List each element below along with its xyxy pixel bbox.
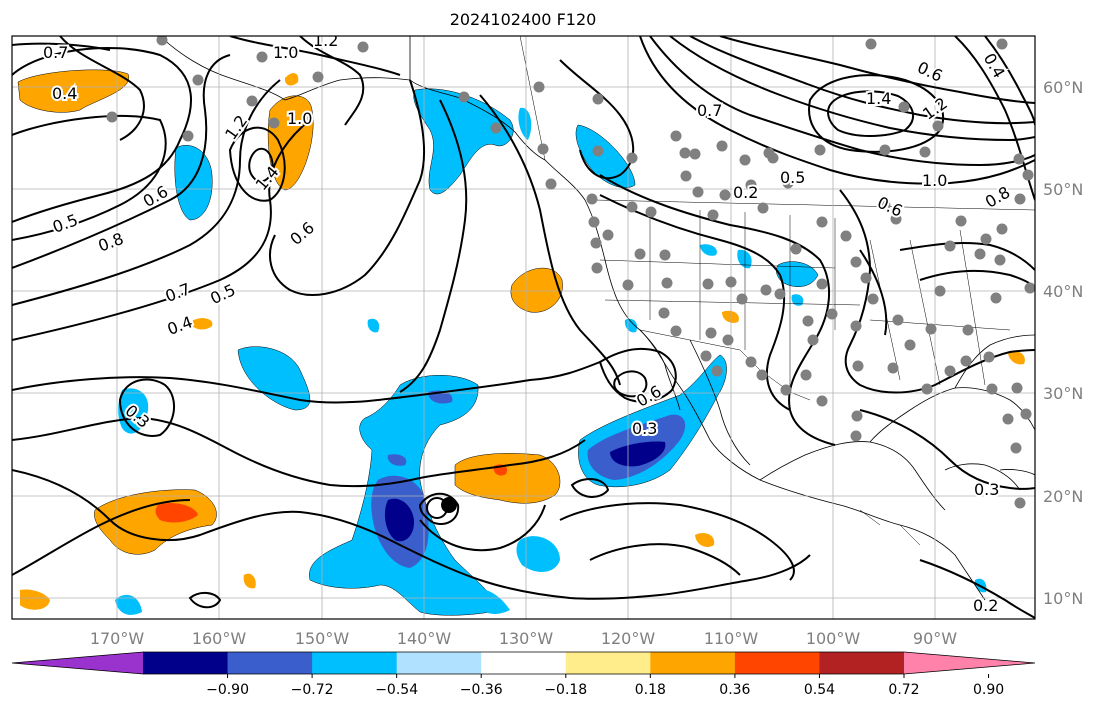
lon-label: 160°W bbox=[192, 629, 247, 648]
contour-label: 1.2 bbox=[313, 31, 338, 50]
contour-label: 1.4 bbox=[866, 89, 891, 108]
colorbar-segment bbox=[312, 652, 398, 674]
colorbar-segment bbox=[143, 652, 229, 674]
contour-label: 0.2 bbox=[973, 596, 998, 615]
contour-label: 0.7 bbox=[43, 43, 68, 62]
contour-label: 1.0 bbox=[273, 43, 298, 62]
colorbar-tick-label: −0.90 bbox=[206, 682, 249, 698]
shade-orange bbox=[20, 589, 50, 610]
shade-orange bbox=[190, 318, 213, 330]
lat-label: 10°N bbox=[1043, 589, 1083, 608]
colorbar-outline bbox=[11, 651, 1036, 675]
map-title: 2024102400 F120 bbox=[449, 10, 597, 29]
colorbar-segment bbox=[650, 652, 736, 674]
colorbar-segment bbox=[565, 652, 651, 674]
latitude-axis: 60°N 50°N 40°N 30°N 20°N 10°N bbox=[1043, 78, 1083, 608]
colorbar-segment bbox=[734, 652, 820, 674]
shade-red bbox=[155, 503, 198, 523]
colorbar-tick-label: 0.72 bbox=[888, 682, 919, 698]
contour-label: 0.2 bbox=[733, 183, 758, 202]
shade-lightblue bbox=[115, 594, 142, 615]
shade-orange bbox=[243, 573, 256, 589]
colorbar-tick-label: 0.18 bbox=[635, 682, 666, 698]
colorbar-tick-label: −0.72 bbox=[291, 682, 334, 698]
contour-label: 0.4 bbox=[52, 84, 77, 103]
shade-orange bbox=[17, 69, 129, 113]
contour-lines bbox=[12, 36, 1035, 619]
contour-label: 0.3 bbox=[974, 480, 999, 499]
shade-blue bbox=[387, 454, 407, 466]
lon-label: 130°W bbox=[499, 629, 554, 648]
shade-navy bbox=[610, 441, 666, 467]
colorbar-tick-label: 0.36 bbox=[719, 682, 750, 698]
shade-orange bbox=[284, 73, 299, 86]
shade-orange bbox=[454, 453, 561, 504]
lat-label: 50°N bbox=[1043, 180, 1083, 199]
coastlines bbox=[159, 36, 1035, 601]
colorbar-extend-low bbox=[12, 652, 143, 674]
colorbar-tick-label: −0.36 bbox=[460, 682, 503, 698]
cyclone-marker bbox=[426, 497, 457, 519]
shaded-fields bbox=[17, 69, 1025, 616]
shade-lightblue bbox=[700, 244, 717, 256]
lon-label: 90°W bbox=[913, 629, 957, 648]
shade-lightblue bbox=[413, 88, 514, 195]
lon-label: 140°W bbox=[397, 629, 452, 648]
lat-label: 60°N bbox=[1043, 78, 1083, 97]
contour-label: 1.0 bbox=[922, 171, 947, 190]
colorbar: −0.90 −0.72 −0.54 −0.36 −0.18 0.18 0.36 0.54 0.7… bbox=[11, 651, 1036, 698]
shade-lightblue bbox=[516, 536, 560, 572]
contour-label: 0.5 bbox=[780, 168, 805, 187]
shade-lightblue bbox=[776, 261, 819, 287]
shade-orange bbox=[722, 310, 739, 323]
map-border bbox=[11, 35, 1036, 620]
shade-lightblue bbox=[737, 249, 752, 269]
colorbar-segment bbox=[227, 652, 313, 674]
shade-orange bbox=[695, 533, 715, 547]
contour-label: 0.7 bbox=[697, 101, 722, 120]
colorbar-segment bbox=[396, 652, 482, 674]
colorbar-segment bbox=[481, 652, 567, 674]
longitude-axis: 170°W 160°W 150°W 140°W 130°W 120°W 110°… bbox=[90, 629, 957, 648]
station-dots bbox=[106, 36, 1035, 509]
contour-label: 0.3 bbox=[632, 419, 657, 438]
shade-lightblue bbox=[791, 294, 804, 306]
colorbar-tick-label: 0.54 bbox=[804, 682, 835, 698]
colorbar-extend-high bbox=[904, 652, 1035, 674]
shade-orange bbox=[510, 267, 563, 313]
colorbar-segment bbox=[819, 652, 905, 674]
lon-label: 100°W bbox=[806, 629, 861, 648]
lat-label: 20°N bbox=[1043, 487, 1083, 506]
shade-lightblue bbox=[470, 588, 510, 614]
shade-lightblue bbox=[367, 318, 380, 333]
shade-lightblue bbox=[174, 145, 213, 221]
lon-label: 170°W bbox=[90, 629, 145, 648]
graticule bbox=[12, 36, 1035, 619]
colorbar-tick-label: −0.18 bbox=[544, 682, 587, 698]
contour-label: 1.0 bbox=[287, 109, 312, 128]
colorbar-tick-label: −0.54 bbox=[375, 682, 418, 698]
lon-label: 120°W bbox=[601, 629, 656, 648]
lat-label: 40°N bbox=[1043, 282, 1083, 301]
lat-label: 30°N bbox=[1043, 384, 1083, 403]
lon-label: 150°W bbox=[295, 629, 350, 648]
shade-lightblue bbox=[518, 107, 532, 140]
shade-orange bbox=[1008, 350, 1025, 365]
shade-navy bbox=[384, 498, 415, 542]
colorbar-tick-label: 0.90 bbox=[973, 682, 1004, 698]
lon-label: 110°W bbox=[704, 629, 759, 648]
